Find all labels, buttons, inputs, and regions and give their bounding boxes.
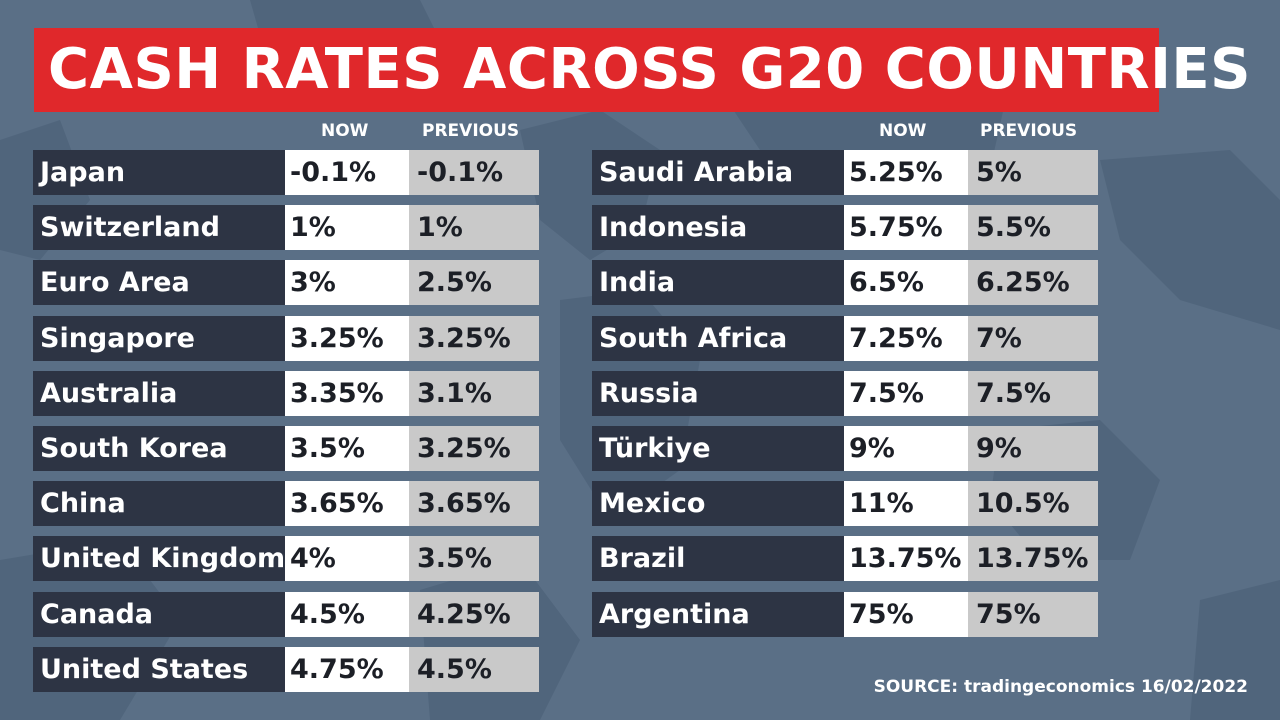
now-rate-cell: 5.25% bbox=[844, 150, 968, 195]
country-cell: Australia bbox=[33, 370, 290, 416]
previous-rate-cell: 1% bbox=[409, 205, 539, 251]
now-rate-cell: -0.1% bbox=[285, 150, 409, 195]
now-rate-cell: 3.5% bbox=[285, 426, 409, 471]
now-rate-cell: 11% bbox=[844, 481, 968, 527]
previous-rate-cell: 9% bbox=[968, 426, 1098, 471]
previous-rate-cell: 7% bbox=[968, 315, 1098, 361]
previous-rate-cell: 7.5% bbox=[968, 370, 1098, 416]
country-cell: United States bbox=[33, 646, 290, 692]
country-cell: Mexico bbox=[592, 481, 849, 527]
previous-rate-cell: 10.5% bbox=[968, 481, 1098, 527]
country-cell: Türkiye bbox=[592, 426, 849, 471]
country-cell: Japan bbox=[33, 150, 290, 195]
country-cell: Argentina bbox=[592, 591, 849, 637]
previous-rate-cell: 13.75% bbox=[968, 536, 1098, 582]
now-rate-cell: 7.5% bbox=[844, 370, 968, 416]
previous-rate-cell: 5.5% bbox=[968, 205, 1098, 251]
previous-rate-cell: 3.1% bbox=[409, 370, 539, 416]
previous-rate-cell: -0.1% bbox=[409, 150, 539, 195]
now-rate-cell: 1% bbox=[285, 205, 409, 251]
now-rate-cell: 75% bbox=[844, 591, 968, 637]
now-rate-cell: 4% bbox=[285, 536, 409, 582]
country-cell: South Korea bbox=[33, 426, 290, 471]
previous-rate-cell: 3.65% bbox=[409, 481, 539, 527]
country-cell: South Africa bbox=[592, 315, 849, 361]
now-rate-cell: 7.25% bbox=[844, 315, 968, 361]
previous-rate-cell: 4.25% bbox=[409, 591, 539, 637]
source-note: SOURCE: tradingeconomics 16/02/2022 bbox=[873, 677, 1248, 697]
right-previous-header: PREVIOUS bbox=[980, 121, 1078, 141]
country-cell: China bbox=[33, 481, 290, 527]
previous-rate-cell: 6.25% bbox=[968, 260, 1098, 306]
country-cell: Indonesia bbox=[592, 205, 849, 251]
page-title: CASH RATES ACROSS G20 COUNTRIES bbox=[48, 37, 1252, 102]
country-cell: Russia bbox=[592, 370, 849, 416]
now-rate-cell: 9% bbox=[844, 426, 968, 471]
country-cell: India bbox=[592, 260, 849, 306]
country-cell: Brazil bbox=[592, 536, 849, 582]
now-rate-cell: 5.75% bbox=[844, 205, 968, 251]
previous-rate-cell: 3.25% bbox=[409, 315, 539, 361]
now-rate-cell: 3.35% bbox=[285, 370, 409, 416]
country-cell: Euro Area bbox=[33, 260, 290, 306]
now-rate-cell: 3% bbox=[285, 260, 409, 306]
previous-rate-cell: 3.5% bbox=[409, 536, 539, 582]
left-rates-table: Japan -0.1% -0.1% Switzerland 1% 1% Euro Area 3… bbox=[33, 150, 539, 695]
previous-rate-cell: 75% bbox=[968, 591, 1098, 637]
title-banner: CASH RATES ACROSS G20 COUNTRIES bbox=[34, 28, 1251, 112]
country-cell: Canada bbox=[33, 591, 290, 637]
country-cell: United Kingdom bbox=[33, 536, 290, 582]
previous-rate-cell: 4.5% bbox=[409, 646, 539, 692]
now-rate-cell: 4.5% bbox=[285, 591, 409, 637]
now-rate-cell: 3.25% bbox=[285, 315, 409, 361]
country-cell: Switzerland bbox=[33, 205, 290, 251]
previous-rate-cell: 2.5% bbox=[409, 260, 539, 306]
right-rates-table: Saudi Arabia 5.25% 5% Indonesia 5.75% 5.5% Ind… bbox=[592, 150, 1098, 640]
country-cell: Singapore bbox=[33, 315, 290, 361]
previous-rate-cell: 3.25% bbox=[409, 426, 539, 471]
previous-rate-cell: 5% bbox=[968, 150, 1098, 195]
left-now-header: NOW bbox=[321, 121, 369, 141]
now-rate-cell: 6.5% bbox=[844, 260, 968, 306]
now-rate-cell: 4.75% bbox=[285, 646, 409, 692]
now-rate-cell: 13.75% bbox=[844, 536, 968, 582]
left-previous-header: PREVIOUS bbox=[422, 121, 520, 141]
right-now-header: NOW bbox=[879, 121, 927, 141]
now-rate-cell: 3.65% bbox=[285, 481, 409, 527]
country-cell: Saudi Arabia bbox=[592, 150, 849, 195]
